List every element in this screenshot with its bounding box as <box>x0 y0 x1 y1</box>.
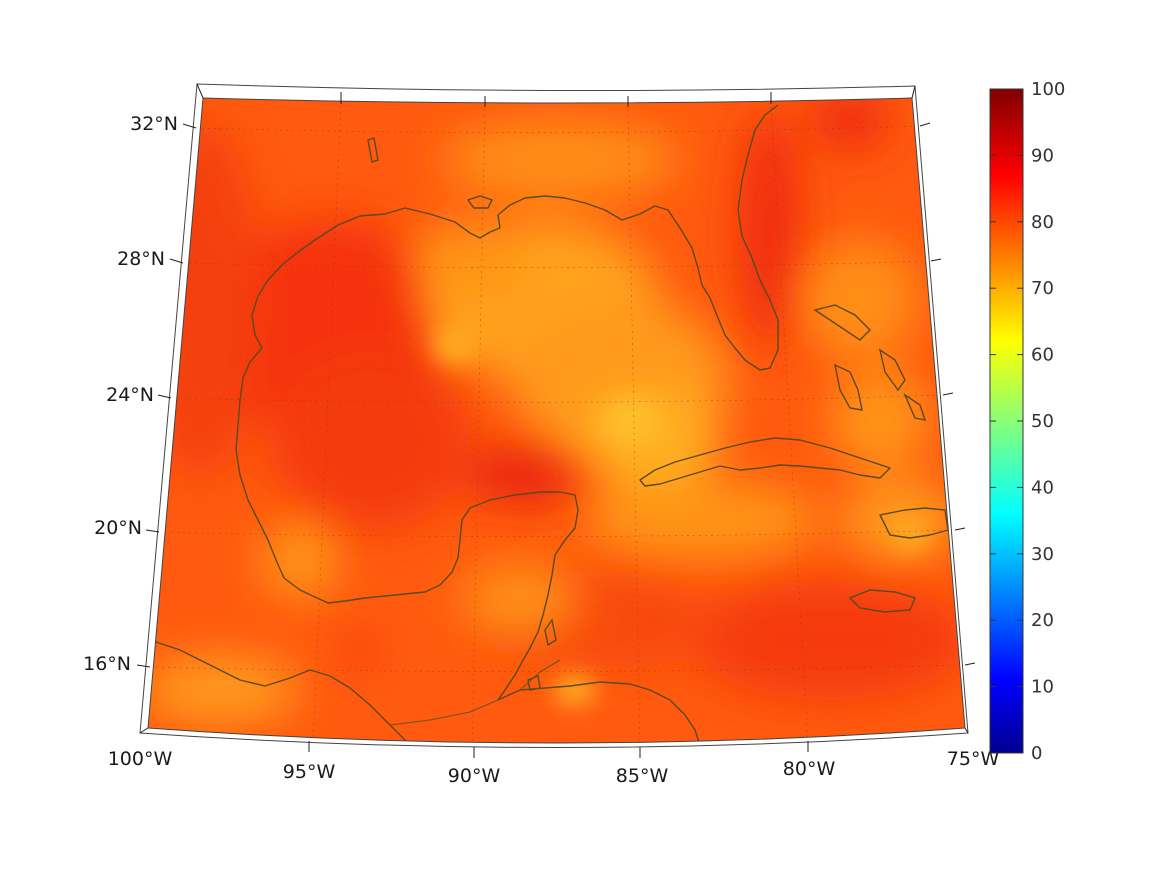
northern-gulf-coast <box>404 104 779 371</box>
coastlines <box>149 104 949 743</box>
cuba <box>639 437 891 487</box>
mexico-pacific-coast <box>149 639 411 743</box>
colorbar-tick-label: 70 <box>1031 278 1054 299</box>
country-borders <box>389 659 561 726</box>
colorbar-tick-label: 0 <box>1031 743 1042 764</box>
lat-label-20n: 20°N <box>94 517 142 539</box>
gulf-coastline <box>235 207 579 701</box>
latitude-labels: 32°N 28°N 24°N 20°N 16°N <box>83 113 178 675</box>
lat-label-16n: 16°N <box>83 653 131 675</box>
colorbar-tick-label: 40 <box>1031 477 1054 498</box>
colorbar-tick-label: 10 <box>1031 677 1054 698</box>
lon-label-75w: 75°W <box>947 748 1000 770</box>
longitude-labels: 100°W 95°W 90°W 85°W 80°W 75°W <box>108 748 1000 787</box>
lon-label-80w: 80°W <box>783 758 836 780</box>
colorbar-tick-label: 20 <box>1031 610 1054 631</box>
lat-label-32n: 32°N <box>130 113 178 135</box>
lon-label-85w: 85°W <box>616 765 669 787</box>
field-local-maxima <box>433 327 928 704</box>
field-high-regions <box>148 98 965 700</box>
lat-label-24n: 24°N <box>106 384 154 406</box>
colorbar-tick-label: 90 <box>1031 145 1054 166</box>
lon-label-100w: 100°W <box>108 748 173 770</box>
colorbar-tick-label: 100 <box>1031 79 1065 100</box>
temperature-field <box>148 98 965 743</box>
map-frame-inner <box>147 97 966 744</box>
jamaica <box>848 589 916 613</box>
lon-label-90w: 90°W <box>448 765 501 787</box>
bahamas <box>813 304 927 421</box>
frame-ticks <box>136 83 976 758</box>
colorbar-tick-label: 30 <box>1031 544 1054 565</box>
small-island-1 <box>367 137 379 163</box>
colorbar-tick-label: 50 <box>1031 411 1054 432</box>
colorbar-tick-label: 60 <box>1031 345 1054 366</box>
lon-label-95w: 95°W <box>283 761 336 783</box>
graticule <box>149 99 965 743</box>
lat-label-28n: 28°N <box>117 248 165 270</box>
lake-pontchartrain <box>466 195 493 209</box>
map-frame <box>139 83 969 748</box>
colorbar-tick-label: 80 <box>1031 212 1054 233</box>
